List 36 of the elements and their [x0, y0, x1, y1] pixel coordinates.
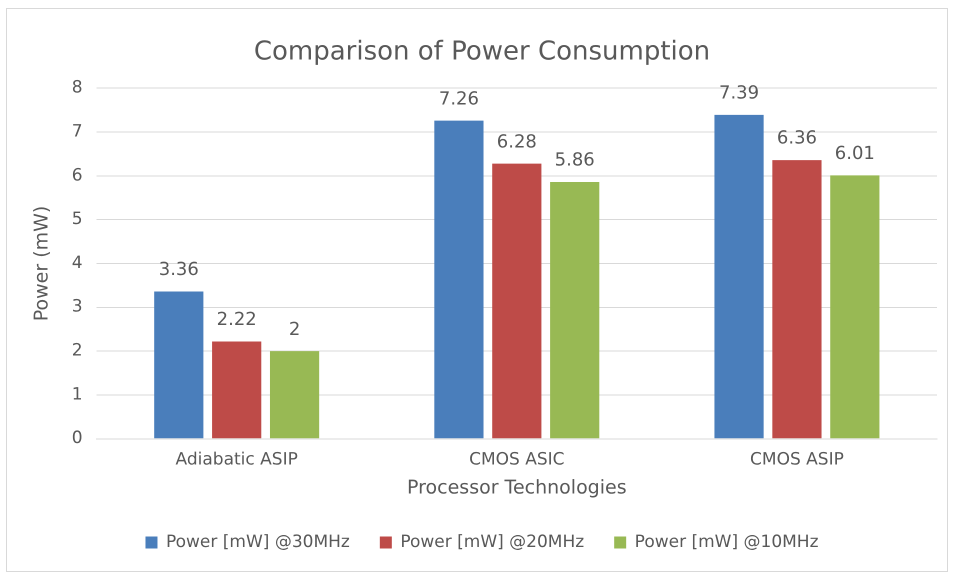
data-label: 6.36: [776, 128, 817, 149]
x-tick-label: CMOS ASIC: [469, 449, 565, 470]
data-label: 6.01: [834, 143, 875, 164]
legend-label: Power [mW] @30MHz: [166, 532, 350, 552]
y-tick-label: 3: [72, 296, 83, 317]
data-label: 5.86: [554, 150, 595, 171]
y-axis-title: Power (mW): [30, 206, 52, 322]
legend-label: Power [mW] @20MHz: [400, 532, 584, 552]
x-tick-label: Adiabatic ASIP: [176, 449, 298, 470]
bar: [434, 120, 484, 438]
data-label: 2.22: [216, 309, 257, 330]
y-tick-label: 8: [72, 78, 83, 98]
data-label: 3.36: [158, 259, 199, 280]
bar: [270, 351, 320, 438]
y-tick-label: 1: [72, 384, 83, 404]
bar: [830, 175, 880, 438]
data-label: 7.26: [438, 88, 479, 110]
bar: [550, 182, 600, 438]
chart-title: Comparison of Power Consumption: [254, 36, 710, 66]
data-label: 2: [288, 318, 300, 340]
bar: [212, 342, 262, 438]
data-label: 6.28: [496, 131, 537, 152]
y-tick-label: 6: [72, 165, 83, 186]
bar: [772, 160, 822, 438]
y-tick-label: 5: [72, 209, 83, 230]
legend-label: Power [mW] @10MHz: [634, 532, 819, 552]
bar: [492, 164, 542, 438]
bar: [154, 292, 204, 438]
y-tick-label: 7: [72, 121, 83, 142]
y-tick-label: 4: [72, 252, 83, 273]
y-tick-label: 2: [72, 340, 83, 361]
data-label: 7.39: [719, 82, 760, 104]
x-axis-title: Processor Technologies: [407, 476, 627, 499]
x-tick-label: CMOS ASIP: [750, 449, 844, 470]
y-tick-label: 0: [72, 428, 83, 448]
bar: [714, 114, 764, 438]
